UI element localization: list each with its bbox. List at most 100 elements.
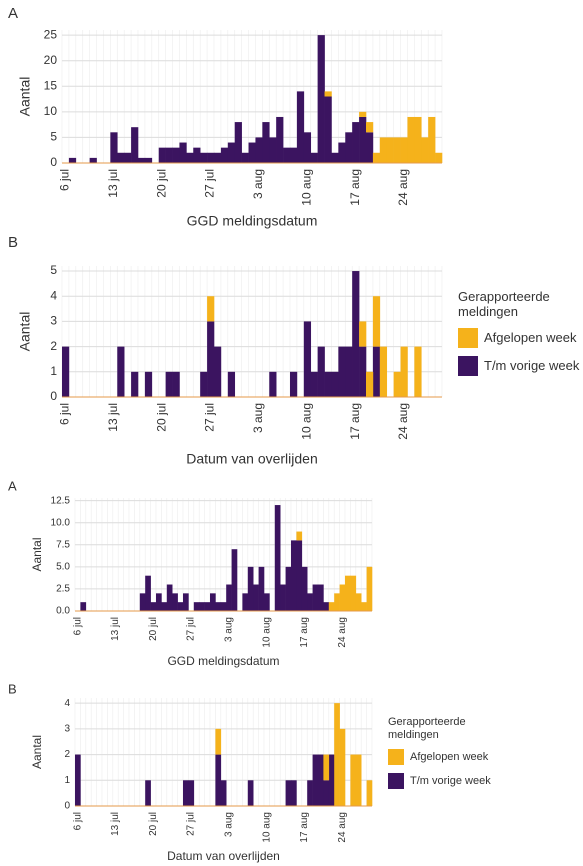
x-tick-label: 24 aug xyxy=(396,403,410,440)
bar xyxy=(328,602,335,611)
x-tick-label: 24 aug xyxy=(337,812,348,843)
x-tick-label: 10 aug xyxy=(299,403,313,440)
bar xyxy=(355,754,362,806)
bar xyxy=(296,540,303,611)
bar xyxy=(117,152,125,163)
bar xyxy=(210,593,216,611)
bar xyxy=(334,703,340,806)
bar xyxy=(220,602,227,611)
bar xyxy=(188,780,195,806)
bar xyxy=(186,152,194,163)
bar xyxy=(285,566,292,611)
y-axis-title: Aantal xyxy=(30,735,44,769)
y-tick-label: 0 xyxy=(50,389,57,403)
legend-item: Afgelopen week xyxy=(388,749,503,766)
y-axis-title: Aantal xyxy=(30,537,44,571)
y-tick-label: 12.5 xyxy=(51,495,71,506)
x-tick-label: 20 jul xyxy=(148,617,159,641)
x-tick-label: 17 aug xyxy=(348,403,362,440)
bar xyxy=(139,593,146,611)
bar xyxy=(324,91,332,97)
bar xyxy=(312,754,319,806)
y-tick-label: 1 xyxy=(64,775,70,786)
bar xyxy=(386,137,394,163)
bar xyxy=(296,91,305,163)
y-tick-label: 5 xyxy=(50,130,57,144)
bar xyxy=(307,593,313,611)
panel-label: A xyxy=(8,478,17,493)
bar xyxy=(328,754,335,806)
bar xyxy=(227,371,236,397)
bar xyxy=(323,780,330,806)
x-tick-label: 6 jul xyxy=(58,403,72,425)
y-tick-label: 3 xyxy=(64,723,70,734)
x-tick-label: 10 aug xyxy=(261,812,272,843)
bar xyxy=(274,505,281,611)
bar xyxy=(359,321,367,347)
bar xyxy=(400,346,408,397)
bar xyxy=(345,346,353,397)
bar xyxy=(359,111,367,117)
y-axis-title: Aantal xyxy=(17,312,33,352)
bar xyxy=(156,593,162,611)
bar xyxy=(303,132,312,163)
bar xyxy=(215,728,222,755)
bar xyxy=(269,137,277,163)
legend-item: T/m vorige week xyxy=(458,355,580,376)
bar xyxy=(366,132,374,163)
bar xyxy=(144,157,153,163)
bar xyxy=(345,132,353,163)
bar xyxy=(253,584,259,611)
y-tick-label: 2.5 xyxy=(56,584,70,595)
y-tick-label: 10 xyxy=(44,104,58,118)
x-tick-label: 17 aug xyxy=(299,812,310,843)
bar xyxy=(324,96,332,163)
y-tick-label: 10.0 xyxy=(51,517,71,528)
x-axis-title: GGD meldingsdatum xyxy=(167,654,279,668)
bar xyxy=(323,754,330,781)
bar xyxy=(241,152,249,163)
bar xyxy=(231,549,238,611)
panel-label: B xyxy=(8,234,18,251)
bar xyxy=(131,127,139,163)
bar xyxy=(145,575,151,611)
bar xyxy=(312,584,319,611)
bar xyxy=(144,371,153,397)
x-tick-label: 20 jul xyxy=(148,812,159,836)
x-tick-label: 10 aug xyxy=(261,617,272,648)
x-tick-label: 13 jul xyxy=(106,403,120,432)
bar xyxy=(204,602,211,611)
bar xyxy=(345,575,351,611)
bar xyxy=(165,147,173,163)
x-tick-label: 17 aug xyxy=(348,169,362,206)
panel-label: A xyxy=(8,5,18,22)
bar xyxy=(324,371,332,397)
y-tick-label: 4 xyxy=(64,698,70,709)
bar xyxy=(283,147,291,163)
legend: Gerapporteerde meldingen Afgelopen week T/… xyxy=(388,716,503,797)
bar xyxy=(366,122,374,133)
legend-label: T/m vorige week xyxy=(484,358,580,374)
legend-item: Afgelopen week xyxy=(458,327,579,348)
legend-title: Gerapporteerde meldingen xyxy=(458,289,550,319)
x-tick-label: 20 jul xyxy=(154,169,168,198)
bar xyxy=(207,296,215,322)
bar xyxy=(331,371,339,397)
bar xyxy=(214,346,222,397)
bar xyxy=(172,371,180,397)
bar xyxy=(161,602,168,611)
bar xyxy=(296,531,303,541)
x-tick-label: 17 aug xyxy=(299,617,310,648)
y-tick-label: 3 xyxy=(50,314,57,328)
legend-label: Afgelopen week xyxy=(410,751,489,764)
bar xyxy=(183,780,189,806)
x-axis-title: Datum van overlijden xyxy=(186,451,318,467)
bar xyxy=(350,754,357,806)
bar xyxy=(285,780,292,806)
x-tick-label: 3 aug xyxy=(224,617,235,642)
bar xyxy=(379,137,388,163)
y-tick-label: 0 xyxy=(50,155,57,169)
bar xyxy=(264,593,270,611)
legend-label: T/m vorige week xyxy=(410,775,491,788)
y-tick-label: 2 xyxy=(64,749,70,760)
